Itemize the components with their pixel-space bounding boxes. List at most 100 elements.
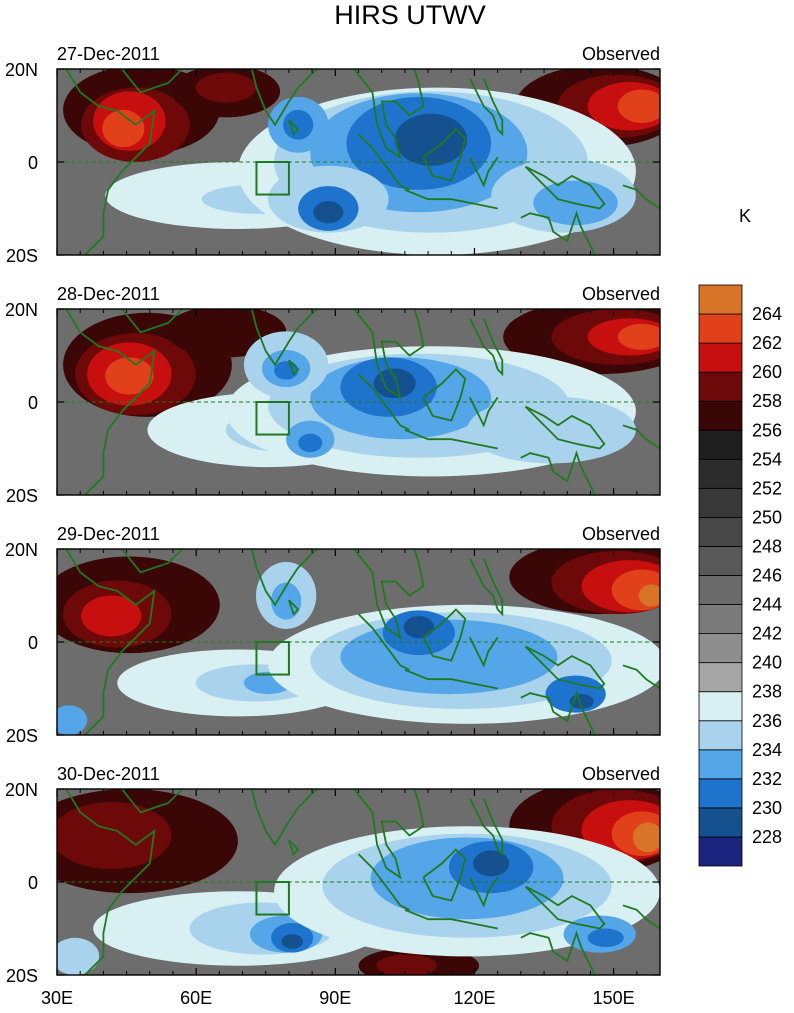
coastline	[288, 119, 300, 136]
coastline	[288, 599, 300, 616]
coastline	[622, 904, 660, 930]
coastline	[622, 184, 660, 210]
coastline	[468, 876, 499, 908]
lat-tick-label: 20S	[6, 966, 38, 986]
panel-label: Observed	[582, 284, 660, 304]
contour-region	[105, 357, 154, 395]
lat-tick-label: 20N	[5, 300, 38, 320]
contour-region	[617, 89, 660, 123]
coastline	[357, 853, 410, 911]
lon-tick-label: 120E	[453, 988, 495, 1008]
contour-region	[281, 934, 304, 949]
contour-region	[298, 433, 323, 453]
colorbar-swatch	[698, 487, 743, 518]
coastline	[520, 690, 596, 735]
coastline	[250, 789, 318, 847]
lat-tick-label: 0	[28, 393, 38, 413]
contour-region	[195, 72, 256, 103]
coastline	[357, 613, 410, 671]
contour-region	[638, 584, 660, 607]
coastline	[468, 156, 499, 188]
colorbar-swatch	[698, 546, 743, 576]
contour-region	[403, 615, 434, 639]
colorbar-swatch	[698, 807, 743, 838]
colorbar-label: 252	[752, 478, 782, 498]
lat-tick-label: 0	[28, 633, 38, 653]
lat-tick-label: 20S	[6, 246, 38, 266]
coastline	[468, 396, 499, 428]
lat-tick-label: 20N	[5, 540, 38, 560]
colorbar-label: 256	[752, 420, 782, 440]
coastline	[422, 608, 467, 662]
contour-region	[373, 368, 416, 399]
colorbar-swatch	[698, 517, 743, 547]
panel-date: 28-Dec-2011	[57, 284, 160, 304]
coastline	[468, 77, 504, 137]
colorbar-label: 242	[752, 624, 782, 644]
coastline	[622, 664, 660, 690]
colorbar-swatch	[698, 691, 743, 722]
contour-region	[632, 822, 660, 853]
colorbar-label: 240	[752, 653, 782, 673]
colorbar-label: 238	[752, 682, 782, 702]
lon-tick-label: 90E	[319, 988, 351, 1008]
lat-tick-label: 0	[28, 873, 38, 893]
coastline	[357, 133, 410, 191]
map-panel: 20N 0 20S 28-Dec-2011 Observed	[5, 284, 661, 506]
lat-tick-label: 0	[28, 153, 38, 173]
contour-region	[313, 201, 344, 224]
colorbar-label: 264	[752, 304, 782, 324]
colorbar-swatch	[698, 284, 743, 315]
coastline	[65, 309, 156, 495]
study-region-box	[255, 881, 290, 916]
contour-region	[617, 323, 660, 350]
colorbar-swatch	[698, 836, 743, 867]
coastline	[353, 789, 425, 880]
colorbar-swatch	[698, 749, 743, 780]
coastline	[422, 848, 467, 902]
figure-title: HIRS UTWV	[334, 0, 486, 30]
colorbar-label: 258	[752, 391, 782, 411]
panel-label: Observed	[582, 524, 660, 544]
study-region-box	[255, 641, 290, 676]
coastline	[404, 189, 498, 210]
coastline	[121, 69, 183, 94]
coastline	[250, 309, 318, 367]
coastline	[468, 317, 504, 377]
lat-tick-label: 20S	[6, 726, 38, 746]
contour-region	[283, 109, 314, 140]
coastline	[250, 69, 318, 127]
coastline	[520, 210, 596, 255]
coastline	[121, 309, 183, 334]
contour-region	[394, 113, 468, 166]
colorbar-label: 244	[752, 595, 782, 615]
colorbar-unit: K	[739, 206, 751, 226]
contour-region	[57, 705, 88, 735]
coastline	[65, 549, 156, 735]
colorbar-swatch	[698, 778, 743, 809]
panel-date: 27-Dec-2011	[57, 44, 160, 64]
map-panel: 20N 0 20S 27-Dec-2011 Observed	[5, 44, 661, 266]
coastline	[288, 839, 300, 856]
coastline	[65, 789, 156, 975]
lon-tick-label: 30E	[41, 988, 73, 1008]
lat-tick-label: 20N	[5, 60, 38, 80]
coastline	[121, 549, 183, 574]
coastline	[65, 69, 156, 255]
coastline	[622, 424, 660, 450]
coastline	[404, 669, 498, 690]
coastline	[524, 405, 606, 450]
contour-region	[57, 937, 100, 975]
contour-region	[473, 850, 510, 877]
coastline	[357, 373, 410, 431]
coastline	[121, 789, 183, 814]
coastline	[250, 549, 318, 607]
map-panel: 20N 0 20S 29-Dec-2011 Observed	[5, 524, 661, 746]
contour-region	[81, 595, 142, 637]
coastline	[404, 429, 498, 450]
lon-tick-label: 60E	[180, 988, 212, 1008]
colorbar-label: 234	[752, 740, 782, 760]
colorbar-swatch	[698, 429, 743, 460]
coastline	[288, 359, 300, 376]
colorbar-label: 262	[752, 333, 782, 353]
